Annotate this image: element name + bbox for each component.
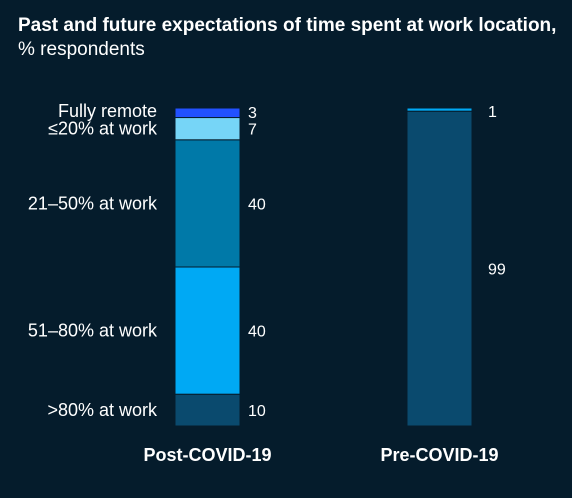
- bar-segment-post-covid-19-1: [174, 266, 241, 395]
- series-label-4: Fully remote: [58, 101, 157, 121]
- bar-segment-post-covid-19-0: [174, 393, 241, 427]
- series-label-0: >80% at work: [47, 400, 158, 420]
- chart-subtitle: % respondents: [18, 39, 145, 60]
- chart-title: Past and future expectations of time spe…: [18, 15, 557, 36]
- bar-segment-post-covid-19-4: [174, 107, 241, 119]
- series-label-1: 51–80% at work: [28, 321, 158, 341]
- bar-segment-post-covid-19-3: [174, 117, 241, 141]
- value-label-pre-covid-19-0: 99: [488, 262, 506, 279]
- bar-segment-post-covid-19-2: [174, 139, 241, 268]
- value-label-post-covid-19-2: 40: [248, 196, 266, 213]
- value-label-post-covid-19-1: 40: [248, 324, 266, 341]
- series-label-2: 21–50% at work: [28, 193, 158, 213]
- value-label-post-covid-19-3: 7: [248, 122, 257, 139]
- x-label-post-covid-19: Post-COVID-19: [143, 445, 271, 465]
- value-label-post-covid-19-4: 3: [248, 105, 257, 122]
- x-label-pre-covid-19: Pre-COVID-19: [380, 445, 498, 465]
- bar-segment-pre-covid-19-4: [406, 107, 473, 112]
- bar-segment-pre-covid-19-0: [406, 110, 473, 427]
- value-label-pre-covid-19-1: 1: [488, 104, 497, 121]
- series-label-3: ≤20% at work: [48, 119, 158, 139]
- value-label-post-covid-19-0: 10: [248, 403, 266, 420]
